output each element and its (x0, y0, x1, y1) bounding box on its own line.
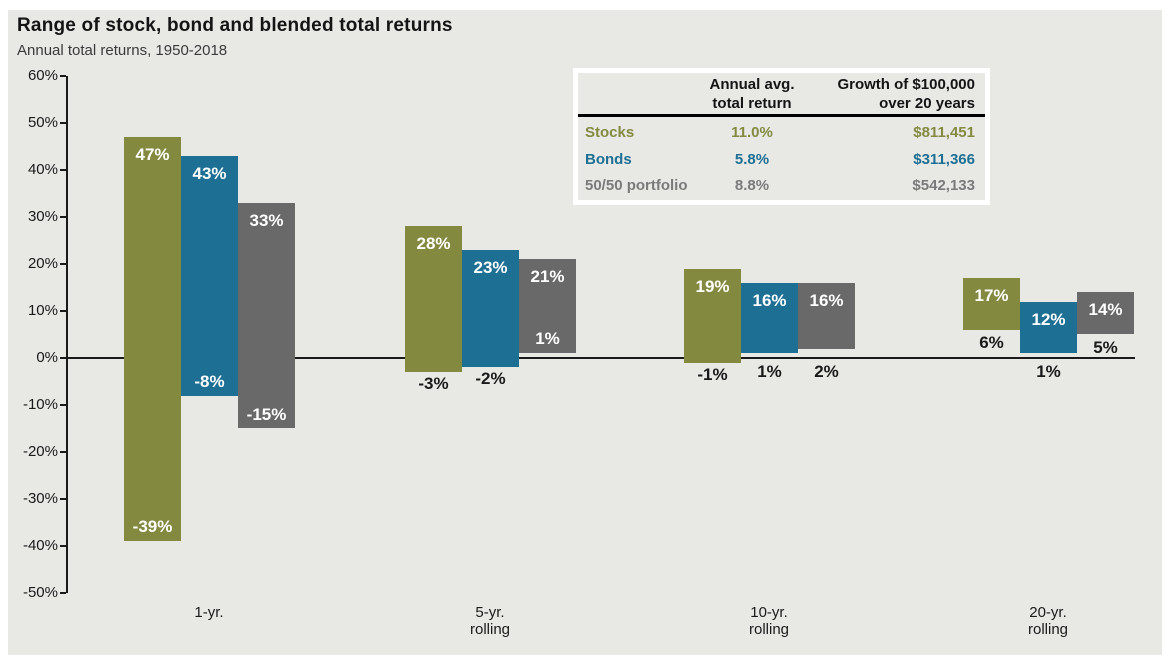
bar-max-label: 23% (473, 257, 508, 277)
category-label: 10-yr. rolling (748, 604, 790, 638)
y-axis-line (66, 76, 68, 593)
bar-stocks-20-yr-rolling (963, 278, 1020, 330)
y-axis-tick (60, 545, 66, 547)
y-axis-tick (60, 75, 66, 77)
bar-max-label: 43% (192, 163, 227, 183)
chart-subtitle: Annual total returns, 1950-2018 (17, 42, 228, 59)
y-tick-label: 10% (27, 302, 58, 319)
bar-min-label: 1% (757, 362, 782, 381)
bar-max-label: 17% (974, 286, 1009, 306)
legend-row-5050-label: 50/50 portfolio (585, 177, 688, 194)
bar-bonds-5-yr-rolling (462, 249, 519, 368)
bar-max-label: 12% (1031, 309, 1066, 329)
bar-stocks-10-yr-rolling (684, 268, 741, 363)
bar-min-label: -3% (418, 374, 449, 394)
y-tick-label: 30% (27, 208, 58, 225)
bar-max-label: 21% (530, 267, 565, 287)
chart-title: Range of stock, bond and blended total r… (17, 15, 453, 36)
y-axis-tick (60, 310, 66, 312)
y-axis-tick (60, 169, 66, 171)
legend-row-stocks-label: Stocks (585, 124, 635, 141)
bar-max-label: 47% (135, 145, 170, 165)
y-tick-label: -40% (22, 537, 58, 554)
bar-max-label: 28% (416, 234, 451, 254)
bar-max-label: 14% (1088, 300, 1123, 320)
bar-stocks-1-yr- (124, 137, 181, 542)
category-label: 5-yr. rolling (469, 604, 511, 638)
legend-row-stocks-growth: $811,451 (913, 124, 975, 141)
bar-min-label: -8% (194, 371, 225, 391)
bar-max-label: 16% (809, 290, 844, 310)
legend-row-bonds-growth: $311,366 (913, 151, 975, 168)
y-tick-label: 60% (27, 67, 58, 84)
bar-50-50-portfolio-10-yr-rolling (798, 282, 855, 349)
bar-min-label: 2% (814, 362, 839, 381)
y-tick-label: 50% (27, 114, 58, 131)
legend-header-annual-avg: Annual avg. total return (690, 75, 814, 113)
legend-header-growth: Growth of $100,000 over 20 years (815, 75, 975, 113)
legend-row-bonds-avg-return: 5.8% (734, 151, 770, 168)
legend-row-bonds-label: Bonds (585, 151, 632, 168)
legend-header-rule (578, 114, 985, 117)
zero-line (67, 357, 1135, 359)
y-axis-tick (60, 498, 66, 500)
bar-max-label: 33% (249, 210, 284, 230)
y-axis-tick (60, 263, 66, 265)
legend-row-5050-growth: $542,133 (912, 177, 975, 194)
y-tick-label: -10% (22, 396, 58, 413)
y-axis-tick (60, 404, 66, 406)
legend-header-growth-line2: over 20 years (879, 95, 975, 112)
bar-min-label: -2% (475, 369, 506, 389)
bar-min-label: 1% (535, 329, 560, 349)
bar-bonds-1-yr- (181, 155, 238, 396)
legend-row-5050-avg-return: 8.8% (734, 177, 770, 194)
category-label: 20-yr. rolling (1027, 604, 1069, 638)
bar-50-50-portfolio-5-yr-rolling (519, 259, 576, 354)
y-tick-label: 20% (27, 255, 58, 272)
bar-min-label: 1% (1036, 362, 1061, 381)
legend-table: Annual avg. total return Growth of $100,… (573, 68, 990, 205)
y-axis-tick (60, 592, 66, 594)
bar-min-label: -39% (132, 517, 173, 537)
legend-row-stocks-avg-return: 11.0% (731, 124, 773, 141)
y-tick-label: -20% (22, 443, 58, 460)
y-tick-label: -50% (22, 584, 58, 601)
bar-bonds-20-yr-rolling (1020, 301, 1077, 354)
bar-50-50-portfolio-20-yr-rolling (1077, 292, 1134, 335)
y-tick-label: 40% (27, 161, 58, 178)
bar-min-label: -1% (697, 364, 728, 384)
y-axis-tick (60, 451, 66, 453)
y-tick-label: 0% (36, 349, 58, 366)
bar-max-label: 16% (752, 290, 787, 310)
bar-min-label: -15% (246, 404, 287, 424)
y-axis-tick (60, 216, 66, 218)
y-axis-tick (60, 122, 66, 124)
bar-bonds-10-yr-rolling (741, 282, 798, 354)
bar-50-50-portfolio-1-yr- (238, 202, 295, 429)
category-label: 1-yr. (194, 604, 224, 621)
bar-stocks-5-yr-rolling (405, 226, 462, 373)
bar-min-label: 5% (1093, 337, 1118, 357)
legend-header-growth-line1: Growth of $100,000 (837, 76, 975, 93)
legend-header-annual-avg-line2: total return (712, 95, 792, 112)
y-axis-tick (60, 357, 66, 359)
bar-min-label: 6% (979, 332, 1004, 352)
y-tick-label: -30% (22, 490, 58, 507)
bar-max-label: 19% (695, 276, 730, 296)
legend-header-annual-avg-line1: Annual avg. (709, 76, 795, 93)
